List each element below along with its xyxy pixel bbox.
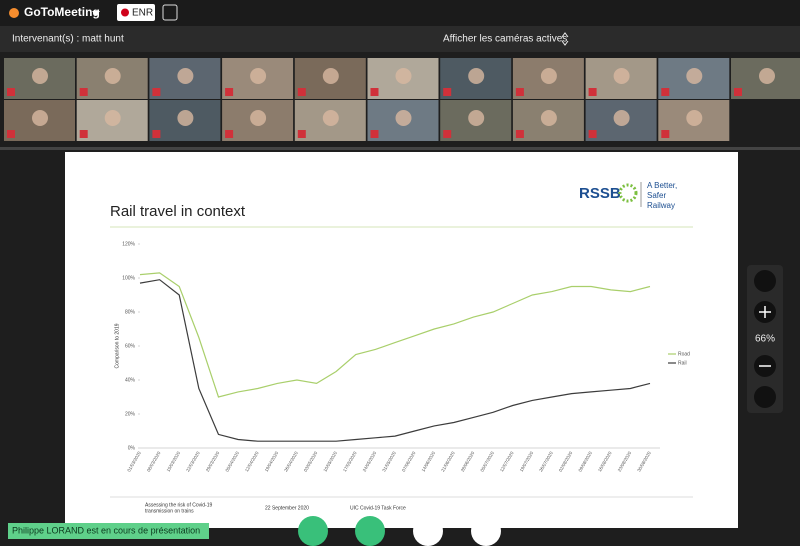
logo: RSSB	[579, 185, 621, 202]
mute-icon	[152, 88, 161, 96]
mute-icon	[152, 130, 161, 138]
participant-head	[32, 110, 48, 126]
participant-head	[468, 68, 485, 84]
divider	[0, 147, 800, 150]
legend-label: Road	[678, 351, 690, 357]
y-tick-label: 40%	[125, 377, 136, 383]
participant-head	[250, 68, 267, 84]
participant-head	[395, 110, 412, 126]
zoom-panel-bg	[747, 265, 783, 413]
y-axis-label: Comparison to 2019	[114, 323, 120, 368]
mute-icon	[515, 88, 524, 96]
video-grid	[4, 58, 800, 141]
app-name[interactable]: GoToMeeting	[24, 5, 100, 19]
app-logo	[9, 8, 19, 18]
participant-head	[613, 68, 630, 84]
mute-icon	[443, 88, 452, 96]
y-tick-label: 60%	[125, 343, 136, 349]
tagline: Safer	[647, 191, 666, 200]
mute-icon	[661, 88, 670, 96]
legend-label: Rail	[678, 360, 687, 366]
participant-head	[686, 110, 703, 126]
mute-icon	[297, 88, 306, 96]
participant-head	[540, 68, 557, 84]
y-tick-label: 0%	[128, 445, 136, 451]
participant-head	[613, 110, 630, 126]
mute-icon	[588, 88, 597, 96]
mute-icon	[225, 88, 234, 96]
tagline: Railway	[647, 201, 675, 210]
record-dot	[121, 8, 129, 17]
participant-head	[395, 68, 412, 84]
participant-head	[322, 110, 339, 126]
lock-button[interactable]	[162, 4, 178, 21]
mic-button[interactable]	[298, 516, 328, 546]
mute-icon	[370, 130, 379, 138]
participant-head	[104, 68, 121, 84]
mute-icon	[79, 88, 88, 96]
zoom-level: 66%	[755, 334, 775, 345]
mute-icon	[515, 130, 524, 138]
chart-title: Rail travel in context	[110, 203, 246, 220]
mute-icon	[443, 130, 452, 138]
mute-icon	[225, 130, 234, 138]
y-tick-label: 100%	[122, 275, 135, 281]
logo-mark	[618, 183, 638, 203]
participant-head	[177, 68, 194, 84]
mute-icon	[588, 130, 597, 138]
series-line	[139, 272, 651, 398]
camera-toggle[interactable]: Afficher les caméras actives	[443, 34, 567, 45]
mute-icon	[661, 130, 670, 138]
leave-button[interactable]	[471, 516, 501, 546]
camera-button[interactable]	[355, 516, 385, 546]
mute-icon	[297, 130, 306, 138]
speaker-bar	[0, 26, 800, 52]
record-badge[interactable]	[117, 4, 155, 21]
y-tick-label: 20%	[125, 411, 136, 417]
participant-head	[177, 110, 194, 126]
mute-icon	[79, 130, 88, 138]
presenter-badge	[8, 523, 209, 539]
zoom-panel: 66%	[747, 265, 783, 413]
participant-head	[250, 110, 267, 126]
footer-text: Assessing the risk of Covid-19	[145, 502, 212, 508]
series-line	[139, 279, 651, 442]
mute-icon	[370, 88, 379, 96]
participant-head	[322, 68, 339, 84]
tagline: A Better,	[647, 181, 677, 190]
footer-date: 22 September 2020	[265, 505, 309, 511]
participant-head	[686, 68, 703, 84]
footer-text: transmission on trains	[145, 508, 194, 514]
y-tick-label: 80%	[125, 309, 136, 315]
speaker: Intervenant(s) : matt hunt	[12, 34, 124, 45]
participant-head	[468, 110, 485, 126]
participant-head	[104, 110, 121, 126]
record-label: ENR	[132, 8, 153, 19]
plus-icon	[759, 306, 771, 318]
participant-head	[759, 68, 775, 84]
toggle-icon[interactable]	[561, 32, 569, 46]
screen-share-button[interactable]	[413, 516, 443, 546]
mute-icon	[7, 88, 15, 96]
participant-head	[32, 68, 48, 84]
y-tick-label: 120%	[122, 241, 135, 247]
presenter-status: Philippe LORAND est en cours de présenta…	[12, 525, 200, 535]
mute-icon	[734, 88, 742, 96]
footer-source: UIC Covid-19 Task Force	[350, 505, 406, 511]
snapshot-button[interactable]	[754, 270, 776, 292]
menu-caret[interactable]	[92, 11, 100, 16]
participant-head	[540, 110, 557, 126]
fit-button[interactable]	[754, 386, 776, 408]
mute-icon	[7, 130, 15, 138]
